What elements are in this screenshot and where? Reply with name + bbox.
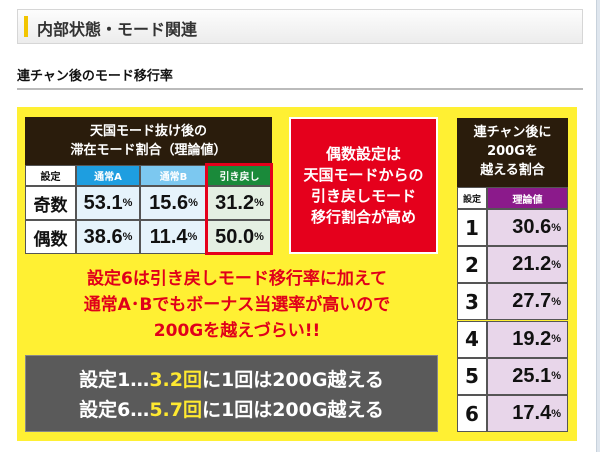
right-table-header: 設定 <box>457 187 487 209</box>
heading-accent-bar <box>24 16 28 37</box>
setting-number: 3 <box>457 283 487 321</box>
unit: % <box>551 258 561 271</box>
ratio-value: 31.2 <box>215 191 255 214</box>
rate-cell: 19.2% <box>487 320 568 358</box>
unit: % <box>187 231 198 243</box>
rate-cell: 21.2% <box>487 246 568 284</box>
note-line: 200Gを越えづらい!! <box>153 321 321 341</box>
ratio-cell: 11.4% <box>140 220 207 254</box>
rate-cell: 27.7% <box>487 283 568 321</box>
setting-number: 2 <box>457 246 487 284</box>
unit: % <box>122 197 133 209</box>
ratio-value: 53.1 <box>83 191 123 214</box>
right-table-header: 理論値 <box>487 187 568 209</box>
rate-value: 19.2 <box>512 327 552 350</box>
unit: % <box>551 295 561 308</box>
callout-line: 偶数設定は <box>325 144 401 163</box>
note-line: 設定6は引き戻しモード移行率に加えて <box>87 269 387 289</box>
summary-line: 設定6…5.7回に1回は200G越える <box>26 395 437 425</box>
setting-number: 6 <box>457 395 487 432</box>
summary-highlight: 5.7回 <box>149 399 202 421</box>
unit: % <box>254 231 264 243</box>
summary-pre: 設定1… <box>79 369 150 391</box>
left-table-header: 通常B <box>140 165 207 186</box>
right-table-title-line: 越える割合 <box>480 163 545 178</box>
unit: % <box>551 221 561 234</box>
page-border <box>596 0 600 452</box>
setting-number: 5 <box>457 357 487 395</box>
rate-value: 17.4 <box>512 402 552 424</box>
right-table-title-line: 連チャン後に <box>473 125 552 140</box>
summary-post: に1回は200G越える <box>201 369 384 391</box>
ratio-cell: 53.1% <box>76 186 140 220</box>
rate-value: 27.7 <box>512 290 552 313</box>
rate-value: 30.6 <box>512 216 552 238</box>
rate-value: 25.1 <box>512 364 552 387</box>
right-table-title: 連チャン後に 200Gを 越える割合 <box>457 118 568 187</box>
ratio-value: 15.6 <box>149 191 189 214</box>
summary-line: 設定1…3.2回に1回は200G越える <box>26 365 437 395</box>
ratio-cell: 15.6% <box>140 186 207 220</box>
highlight-frame <box>205 163 273 255</box>
unit: % <box>551 333 561 346</box>
unit: % <box>551 407 561 420</box>
ratio-value: 38.6 <box>83 225 123 248</box>
unit: % <box>254 197 264 209</box>
red-callout: 偶数設定は天国モードからの 引き戻しモード 移行割合が高め <box>289 117 438 254</box>
left-table-header: 通常A <box>76 165 140 186</box>
summary-box: 設定1…3.2回に1回は200G越える 設定6…5.7回に1回は200G越える <box>25 355 438 432</box>
left-table-title-line: 天国モード抜け後の <box>89 124 207 139</box>
ratio-cell: 50.0% <box>207 220 272 254</box>
subtitle-divider <box>17 88 583 90</box>
rate-cell: 17.4% <box>487 395 568 432</box>
rate-cell: 30.6% <box>487 209 568 246</box>
note-line: 通常A･Bでもボーナス当選率が高いので <box>83 295 391 315</box>
right-table-title-line: 200Gを <box>487 144 538 159</box>
callout-line: 移行割合が高め <box>310 207 416 226</box>
subtitle: 連チャン後のモード移行率 <box>17 69 173 84</box>
row-label: 偶数 <box>25 220 76 254</box>
row-label: 奇数 <box>25 186 76 220</box>
ratio-value: 50.0 <box>215 225 255 248</box>
rate-cell: 25.1% <box>487 357 568 395</box>
section-heading-text: 内部状態・モード関連 <box>37 20 198 39</box>
summary-post: に1回は200G越える <box>201 399 384 421</box>
ratio-value: 11.4 <box>149 225 188 248</box>
summary-highlight: 3.2回 <box>149 369 202 391</box>
left-table-header: 設定 <box>25 165 76 186</box>
section-heading: 内部状態・モード関連 <box>17 9 583 44</box>
note-text: 設定6は引き戻しモード移行率に加えて 通常A･Bでもボーナス当選率が高いので 2… <box>17 266 457 344</box>
setting-number: 4 <box>457 320 487 358</box>
left-table-title-line: 滞在モード割合（理論値） <box>70 143 227 158</box>
unit: % <box>188 197 198 209</box>
left-table-title: 天国モード抜け後の 滞在モード割合（理論値） <box>25 117 272 165</box>
callout-line: 天国モードからの <box>303 165 424 184</box>
ratio-cell: 31.2% <box>207 186 272 220</box>
ratio-cell: 38.6% <box>76 220 140 254</box>
unit: % <box>551 370 561 383</box>
unit: % <box>122 231 133 243</box>
summary-pre: 設定6… <box>79 399 150 421</box>
rate-value: 21.2 <box>512 253 552 276</box>
setting-number: 1 <box>457 209 487 246</box>
callout-line: 引き戻しモード <box>310 186 416 205</box>
